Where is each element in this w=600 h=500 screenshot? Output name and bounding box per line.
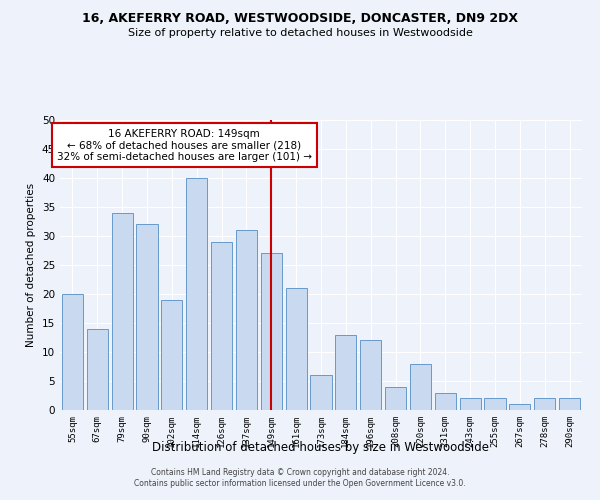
Bar	[484, 398, 506, 410]
Bar	[136, 224, 158, 410]
Text: Contains HM Land Registry data © Crown copyright and database right 2024.
Contai: Contains HM Land Registry data © Crown c…	[134, 468, 466, 487]
Bar	[435, 392, 456, 410]
Bar	[310, 375, 332, 410]
Bar	[335, 334, 356, 410]
Bar	[509, 404, 530, 410]
Bar	[236, 230, 257, 410]
Text: Size of property relative to detached houses in Westwoodside: Size of property relative to detached ho…	[128, 28, 472, 38]
Text: 16, AKEFERRY ROAD, WESTWOODSIDE, DONCASTER, DN9 2DX: 16, AKEFERRY ROAD, WESTWOODSIDE, DONCAST…	[82, 12, 518, 26]
Bar	[211, 242, 232, 410]
Bar	[286, 288, 307, 410]
Bar	[385, 387, 406, 410]
Bar	[410, 364, 431, 410]
Bar	[360, 340, 381, 410]
Y-axis label: Number of detached properties: Number of detached properties	[26, 183, 37, 347]
Bar	[559, 398, 580, 410]
Text: Distribution of detached houses by size in Westwoodside: Distribution of detached houses by size …	[152, 441, 490, 454]
Text: 16 AKEFERRY ROAD: 149sqm
← 68% of detached houses are smaller (218)
32% of semi-: 16 AKEFERRY ROAD: 149sqm ← 68% of detach…	[57, 128, 312, 162]
Bar	[87, 329, 108, 410]
Bar	[261, 254, 282, 410]
Bar	[161, 300, 182, 410]
Bar	[460, 398, 481, 410]
Bar	[534, 398, 555, 410]
Bar	[112, 213, 133, 410]
Bar	[62, 294, 83, 410]
Bar	[186, 178, 207, 410]
